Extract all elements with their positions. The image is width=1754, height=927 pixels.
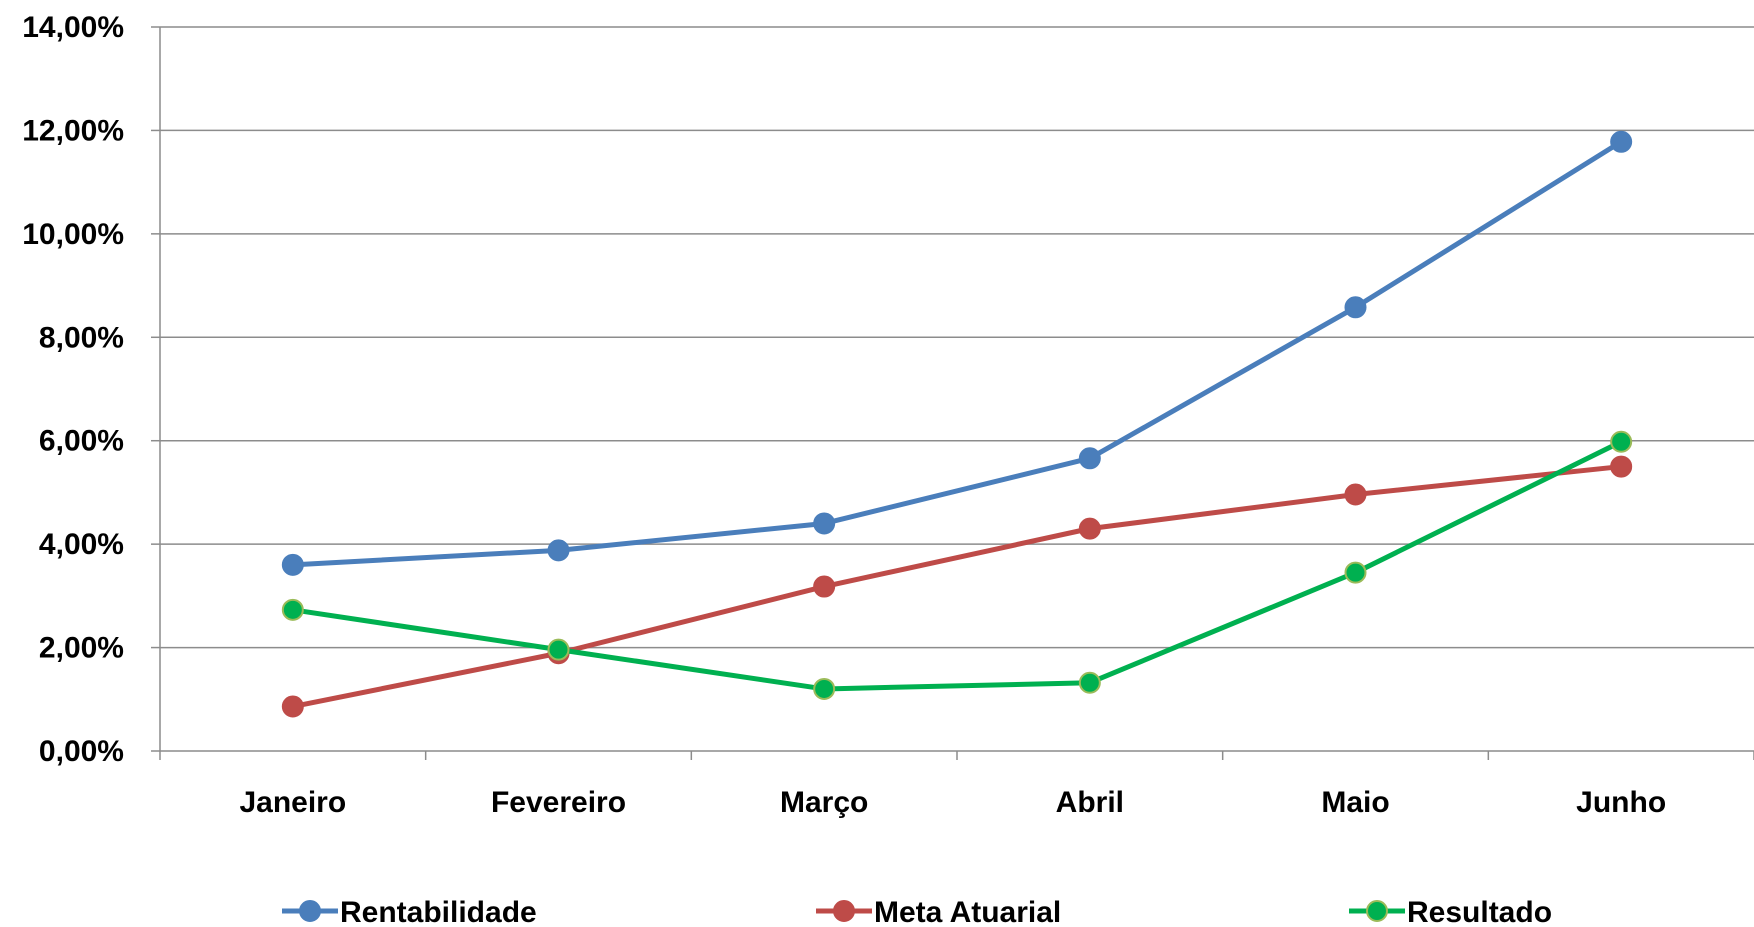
legend: Rentabilidade Meta Atuarial Resultado	[282, 896, 1552, 927]
x-tick-label: Junho	[1576, 786, 1666, 819]
legend-label: Resultado	[1407, 896, 1552, 927]
legend-item: Meta Atuarial	[816, 896, 1061, 927]
y-tick-label: 14,00%	[22, 11, 124, 44]
x-tick-label: Janeiro	[239, 786, 346, 819]
legend-item: Resultado	[1349, 896, 1552, 927]
legend-label: Meta Atuarial	[874, 896, 1061, 927]
x-tick-label: Fevereiro	[491, 786, 626, 819]
series-line	[292, 139, 1623, 568]
data-point	[547, 638, 570, 661]
x-tick-label: Março	[780, 786, 868, 819]
data-point	[281, 598, 304, 621]
data-point	[1078, 671, 1101, 694]
series-line	[292, 464, 1622, 709]
legend-marker	[833, 900, 855, 922]
legend-marker	[1366, 900, 1388, 922]
series-group	[281, 130, 1633, 718]
x-tick-label: Abril	[1056, 786, 1124, 819]
y-axis: 0,00% 2,00% 4,00% 6,00% 8,00% 10,00% 12,00% 14,…	[22, 11, 161, 768]
data-point	[1344, 561, 1367, 584]
data-point	[1344, 296, 1367, 319]
y-tick-label: 8,00%	[39, 321, 124, 354]
data-point	[1344, 483, 1367, 506]
y-tick-label: 6,00%	[39, 425, 124, 458]
data-point	[1078, 517, 1101, 540]
data-point	[1610, 430, 1633, 453]
series-resultado	[281, 430, 1633, 700]
y-tick-label: 10,00%	[22, 218, 124, 251]
legend-marker	[299, 900, 321, 922]
y-tick-label: 0,00%	[39, 735, 124, 768]
legend-item: Rentabilidade	[282, 896, 537, 927]
data-point	[281, 553, 304, 576]
data-point	[1610, 130, 1633, 153]
data-point	[1610, 455, 1633, 478]
data-point	[547, 539, 570, 562]
series-rentabilidade	[281, 130, 1633, 576]
y-tick-label: 12,00%	[22, 114, 124, 147]
data-point	[813, 512, 836, 535]
y-tick-label: 2,00%	[39, 632, 124, 665]
legend-label: Rentabilidade	[340, 896, 537, 927]
data-point	[813, 677, 836, 700]
series-line	[292, 439, 1623, 692]
data-point	[281, 695, 304, 718]
x-tick-label: Maio	[1321, 786, 1389, 819]
data-point	[1078, 447, 1101, 470]
series-meta-atuarial	[281, 455, 1633, 718]
x-axis: Janeiro Fevereiro Março Abril Maio Junho	[159, 751, 1754, 819]
data-point	[813, 575, 836, 598]
gridlines	[160, 26, 1754, 752]
y-tick-label: 4,00%	[39, 528, 124, 561]
